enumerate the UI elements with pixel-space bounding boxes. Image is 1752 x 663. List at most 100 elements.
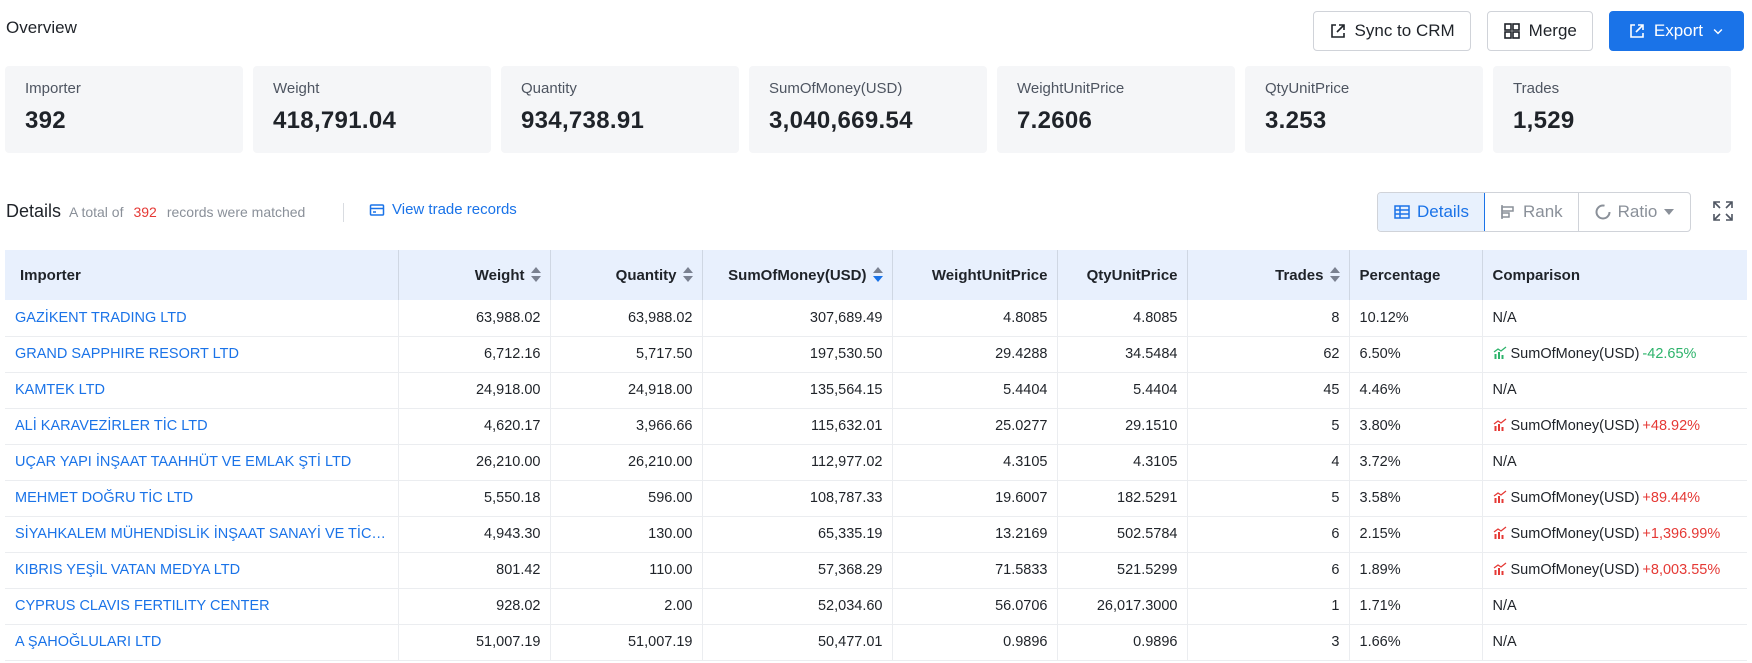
importer-name-link[interactable]: ALİ KARAVEZİRLER TİC LTD bbox=[5, 408, 399, 444]
qty-unit-price-cell: 29.1510 bbox=[1057, 408, 1188, 444]
comparison-cell: N/A bbox=[1482, 372, 1747, 408]
sort-icon[interactable] bbox=[682, 266, 693, 283]
stat-card-sum-of-money: SumOfMoney(USD) 3,040,669.54 bbox=[749, 66, 987, 153]
view-trade-records-label: View trade records bbox=[392, 201, 517, 218]
col-sum-of-money-label: SumOfMoney(USD) bbox=[728, 266, 867, 284]
export-label: Export bbox=[1653, 21, 1703, 40]
importer-name-link[interactable]: CYPRUS CLAVIS FERTILITY CENTER bbox=[5, 588, 399, 624]
col-trades[interactable]: Trades bbox=[1187, 250, 1350, 300]
merge-label: Merge bbox=[1528, 21, 1577, 40]
table-header-row: Importer Weight Quantity SumOfMoney(USD)… bbox=[5, 250, 1747, 300]
col-sum-of-money[interactable]: SumOfMoney(USD) bbox=[702, 250, 893, 300]
comparison-label: SumOfMoney(USD) bbox=[1510, 562, 1640, 578]
details-header: Details A total of 392 records were matc… bbox=[0, 192, 1752, 236]
stat-card-quantity: Quantity 934,738.91 bbox=[501, 66, 739, 153]
trades-cell: 4 bbox=[1187, 444, 1350, 480]
weight-unit-price-cell: 0.9896 bbox=[892, 624, 1058, 660]
weight-cell: 4,943.30 bbox=[398, 516, 551, 552]
divider bbox=[343, 203, 344, 222]
sort-desc-icon[interactable] bbox=[872, 266, 883, 283]
col-quantity-label: Quantity bbox=[615, 266, 677, 284]
stat-label: QtyUnitPrice bbox=[1265, 80, 1350, 97]
col-qty-unit-price-label: QtyUnitPrice bbox=[1086, 266, 1178, 284]
records-count: 392 bbox=[133, 204, 157, 220]
weight-cell: 801.42 bbox=[398, 552, 551, 588]
export-button[interactable]: Export bbox=[1608, 11, 1744, 51]
table-row: KIBRIS YEŞİL VATAN MEDYA LTD 801.42 110.00… bbox=[5, 552, 1747, 588]
stat-value: 418,791.04 bbox=[273, 107, 397, 134]
importer-name-link[interactable]: UÇAR YAPI İNŞAAT TAAHHÜT VE EMLAK ŞTİ LT… bbox=[5, 444, 399, 480]
details-title: Details bbox=[6, 201, 62, 221]
trades-cell: 1 bbox=[1187, 588, 1350, 624]
weight-cell: 24,918.00 bbox=[398, 372, 551, 408]
weight-unit-price-cell: 56.0706 bbox=[892, 588, 1058, 624]
sum-of-money-cell: 135,564.15 bbox=[702, 372, 893, 408]
chevron-down-icon bbox=[1713, 28, 1723, 35]
comparison-cell: N/A bbox=[1482, 588, 1747, 624]
percentage-cell: 1.89% bbox=[1349, 552, 1483, 588]
overview-header: Overview Sync to CRM Merge Export bbox=[0, 0, 1752, 56]
table-row: GRAND SAPPHIRE RESORT LTD 6,712.16 5,717.5… bbox=[5, 336, 1747, 372]
table-row: ALİ KARAVEZİRLER TİC LTD 4,620.17 3,966.66… bbox=[5, 408, 1747, 444]
quantity-cell: 26,210.00 bbox=[550, 444, 703, 480]
trend-up-chart-icon bbox=[1493, 526, 1506, 539]
importer-name-link[interactable]: GAZİKENT TRADING LTD bbox=[5, 300, 399, 336]
percentage-cell: 3.80% bbox=[1349, 408, 1483, 444]
importer-name-link[interactable]: MEHMET DOĞRU TİC LTD bbox=[5, 480, 399, 516]
quantity-cell: 63,988.02 bbox=[550, 300, 703, 336]
table-row: GAZİKENT TRADING LTD 63,988.02 63,988.02 30… bbox=[5, 300, 1747, 336]
merge-button[interactable]: Merge bbox=[1486, 11, 1593, 51]
caret-down-icon bbox=[1664, 209, 1675, 215]
sync-to-crm-label: Sync to CRM bbox=[1354, 21, 1455, 40]
sum-of-money-cell: 57,368.29 bbox=[702, 552, 893, 588]
top-actions: Sync to CRM Merge Export bbox=[1312, 11, 1744, 51]
sum-of-money-cell: 115,632.01 bbox=[702, 408, 893, 444]
weight-unit-price-cell: 71.5833 bbox=[892, 552, 1058, 588]
comparison-cell: SumOfMoney(USD) +1,396.99% bbox=[1482, 516, 1747, 552]
col-importer: Importer bbox=[5, 250, 399, 300]
sync-to-crm-button[interactable]: Sync to CRM bbox=[1312, 11, 1471, 51]
quantity-cell: 596.00 bbox=[550, 480, 703, 516]
weight-unit-price-cell: 4.3105 bbox=[892, 444, 1058, 480]
importer-name-link[interactable]: KAMTEK LTD bbox=[5, 372, 399, 408]
trades-cell: 6 bbox=[1187, 516, 1350, 552]
col-quantity[interactable]: Quantity bbox=[550, 250, 703, 300]
weight-cell: 63,988.02 bbox=[398, 300, 551, 336]
col-qty-unit-price: QtyUnitPrice bbox=[1057, 250, 1188, 300]
importer-name-link[interactable]: GRAND SAPPHIRE RESORT LTD bbox=[5, 336, 399, 372]
overview-title: Overview bbox=[6, 18, 77, 37]
col-weight-unit-price: WeightUnitPrice bbox=[892, 250, 1058, 300]
sort-icon[interactable] bbox=[1329, 266, 1340, 283]
percentage-cell: 10.12% bbox=[1349, 300, 1483, 336]
weight-cell: 928.02 bbox=[398, 588, 551, 624]
sort-icon[interactable] bbox=[530, 266, 541, 283]
weight-cell: 4,620.17 bbox=[398, 408, 551, 444]
weight-cell: 26,210.00 bbox=[398, 444, 551, 480]
table-icon bbox=[1394, 205, 1410, 219]
trades-cell: 45 bbox=[1187, 372, 1350, 408]
quantity-cell: 24,918.00 bbox=[550, 372, 703, 408]
stat-label: Importer bbox=[25, 80, 81, 97]
stat-label: Quantity bbox=[521, 80, 577, 97]
importer-name-link[interactable]: A ŞAHOĞLULARI LTD bbox=[5, 624, 399, 660]
table-row: KAMTEK LTD 24,918.00 24,918.00 135,564.15 5.… bbox=[5, 372, 1747, 408]
stat-value: 7.2606 bbox=[1017, 107, 1093, 134]
sum-of-money-cell: 112,977.02 bbox=[702, 444, 893, 480]
trades-cell: 6 bbox=[1187, 552, 1350, 588]
fullscreen-icon[interactable] bbox=[1712, 200, 1734, 222]
importer-name-link[interactable]: KIBRIS YEŞİL VATAN MEDYA LTD bbox=[5, 552, 399, 588]
tab-ratio[interactable]: Ratio bbox=[1579, 193, 1691, 231]
comparison-label: N/A bbox=[1492, 634, 1517, 650]
trend-up-chart-icon bbox=[1493, 418, 1506, 431]
qty-unit-price-cell: 4.3105 bbox=[1057, 444, 1188, 480]
comparison-cell: SumOfMoney(USD) -42.65% bbox=[1482, 336, 1747, 372]
qty-unit-price-cell: 0.9896 bbox=[1057, 624, 1188, 660]
tab-rank[interactable]: Rank bbox=[1484, 193, 1579, 231]
col-weight[interactable]: Weight bbox=[398, 250, 551, 300]
importer-name-link[interactable]: SİYAHKALEM MÜHENDİSLİK İNŞAAT SANAYİ VE … bbox=[5, 516, 399, 552]
col-weight-unit-price-label: WeightUnitPrice bbox=[931, 266, 1048, 284]
tab-details[interactable]: Details bbox=[1378, 193, 1485, 231]
quantity-cell: 130.00 bbox=[550, 516, 703, 552]
col-trades-label: Trades bbox=[1275, 266, 1324, 284]
view-trade-records-link[interactable]: View trade records bbox=[369, 201, 517, 218]
